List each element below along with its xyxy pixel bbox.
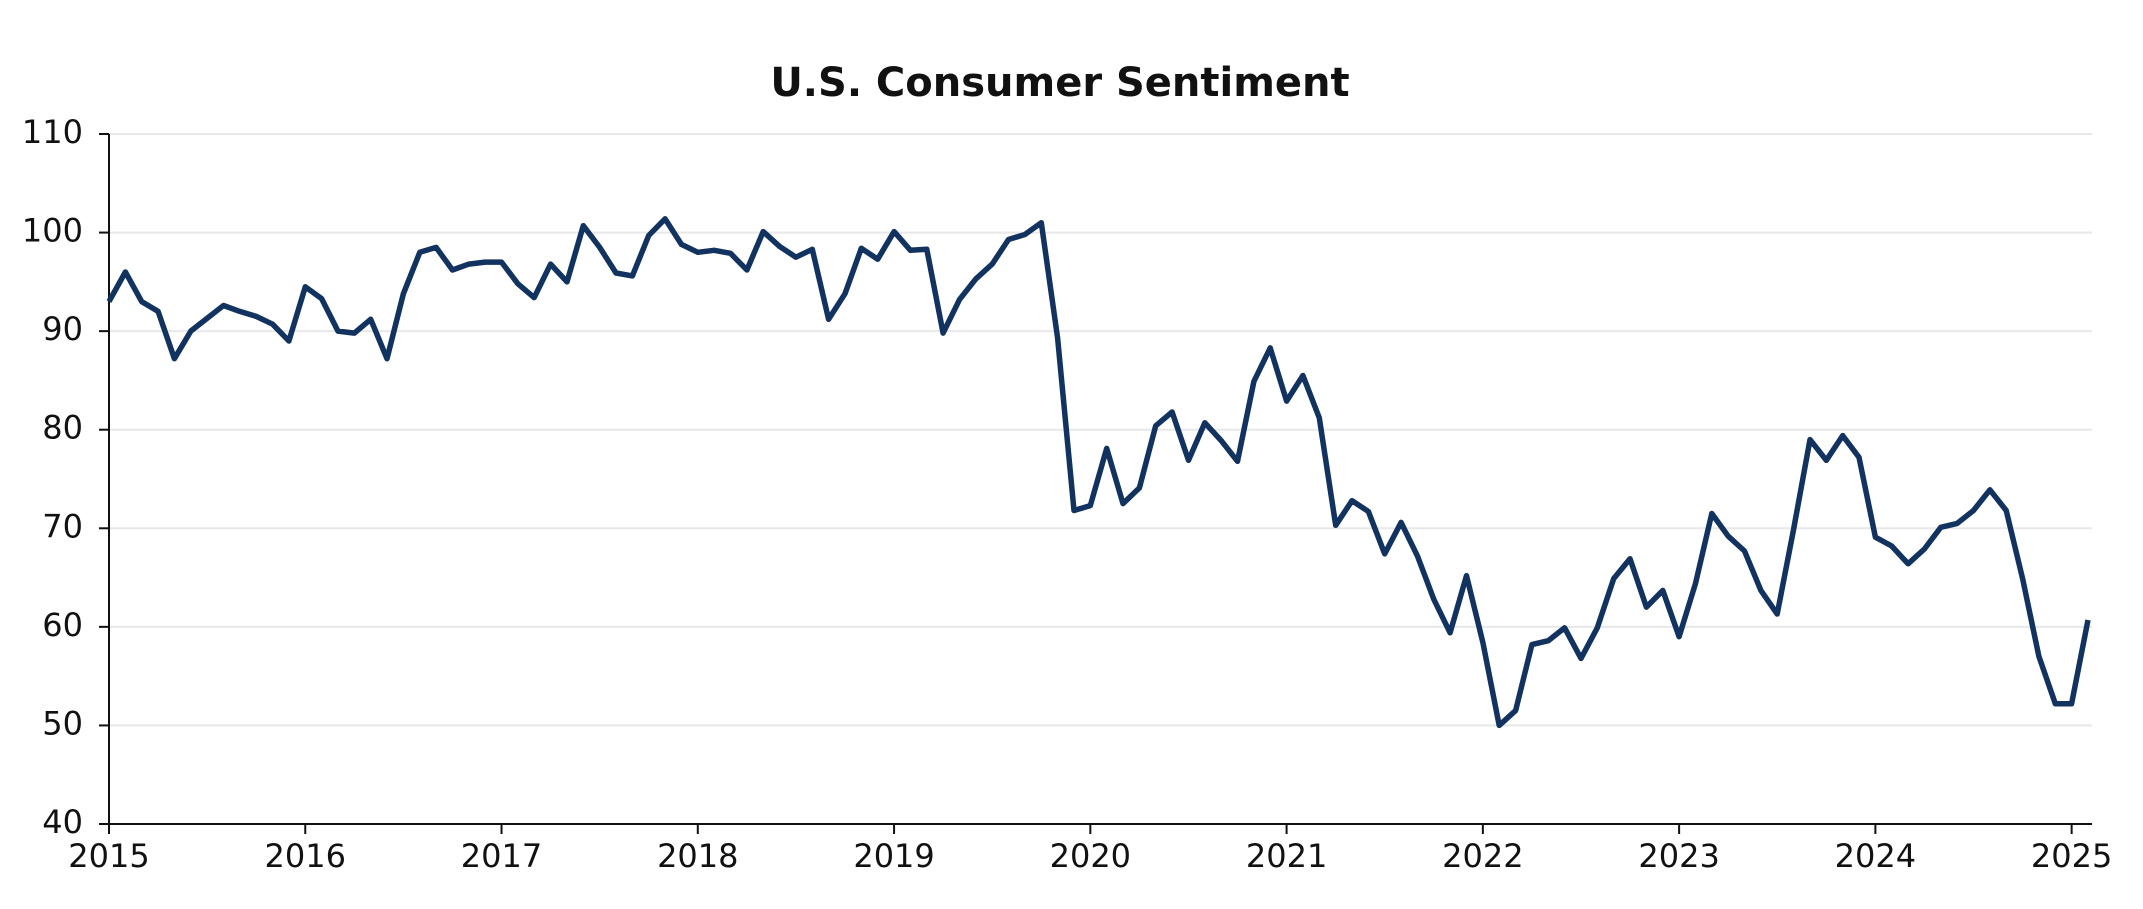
x-tick-label: 2018 <box>657 837 738 875</box>
x-tick-label: 2015 <box>68 837 149 875</box>
y-tick-label: 50 <box>42 704 83 742</box>
y-tick-label: 60 <box>42 606 83 644</box>
chart-title: U.S. Consumer Sentiment <box>770 60 1349 106</box>
x-tick-label: 2017 <box>461 837 542 875</box>
x-tick-label: 2025 <box>2031 837 2112 875</box>
x-tick-label: 2023 <box>1638 837 1719 875</box>
y-tick-label: 100 <box>22 212 83 250</box>
x-tick-label: 2024 <box>1835 837 1916 875</box>
y-tick-label: 40 <box>42 803 83 841</box>
x-tick-label: 2021 <box>1246 837 1327 875</box>
x-tick-label: 2022 <box>1442 837 1523 875</box>
x-tick-label: 2019 <box>853 837 934 875</box>
y-tick-label: 80 <box>42 409 83 447</box>
series-line <box>106 216 2091 729</box>
x-tick-label: 2020 <box>1050 837 1131 875</box>
y-tick-label: 110 <box>22 113 83 151</box>
y-tick-label: 90 <box>42 310 83 348</box>
x-tick-label: 2016 <box>265 837 346 875</box>
y-tick-label: 70 <box>42 507 83 545</box>
